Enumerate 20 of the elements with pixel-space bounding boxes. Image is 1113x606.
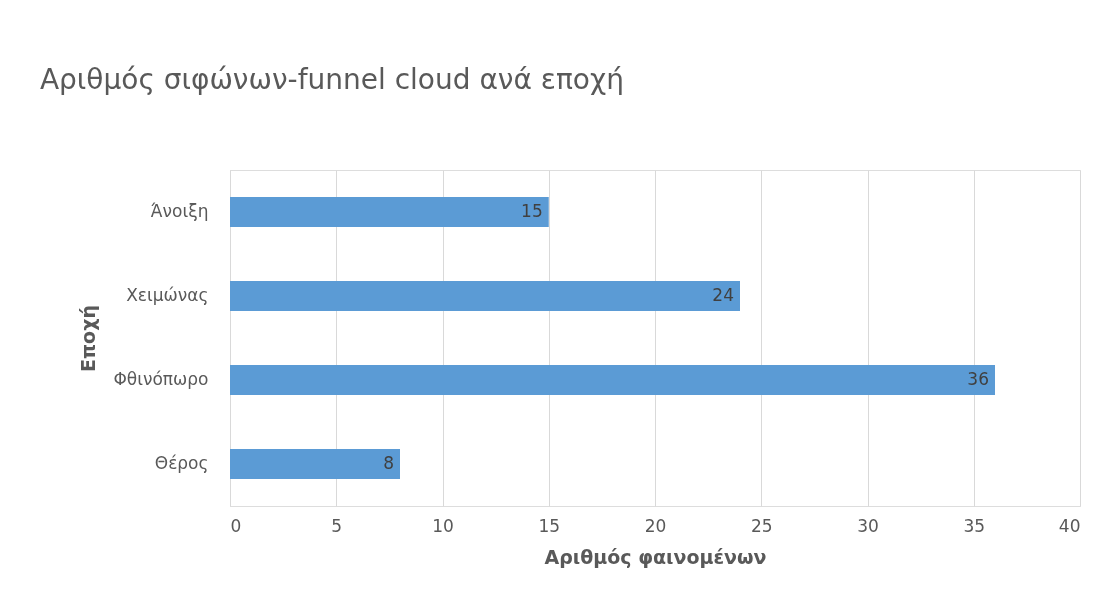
y-tick-label: Άνοιξη <box>150 201 209 221</box>
y-tick-label: Θέρος <box>154 453 209 473</box>
x-axis-title: Αριθμός φαινομένων <box>544 545 767 568</box>
chart-title: Αριθμός σιφώνων-funnel cloud ανά εποχή <box>39 63 624 96</box>
data-label: 36 <box>967 369 989 389</box>
x-tick-label: 10 <box>432 515 454 536</box>
x-tick-label: 40 <box>1058 515 1081 536</box>
x-tick-label: 35 <box>963 515 986 536</box>
x-tick-label: 15 <box>538 515 561 536</box>
x-tick-label: 25 <box>750 515 773 536</box>
data-label: 15 <box>521 201 543 221</box>
x-tick-label: 30 <box>857 515 879 536</box>
x-tick-label: 0 <box>230 515 242 536</box>
x-tick-label: 20 <box>644 515 667 536</box>
data-label: 24 <box>712 285 734 305</box>
y-axis-title: Εποχή <box>77 305 100 372</box>
y-tick-label: Χειμώνας <box>126 285 209 305</box>
y-tick-label: Φθινόπωρο <box>113 369 209 389</box>
x-tick-label: 5 <box>331 515 343 536</box>
data-label: 8 <box>383 453 394 473</box>
